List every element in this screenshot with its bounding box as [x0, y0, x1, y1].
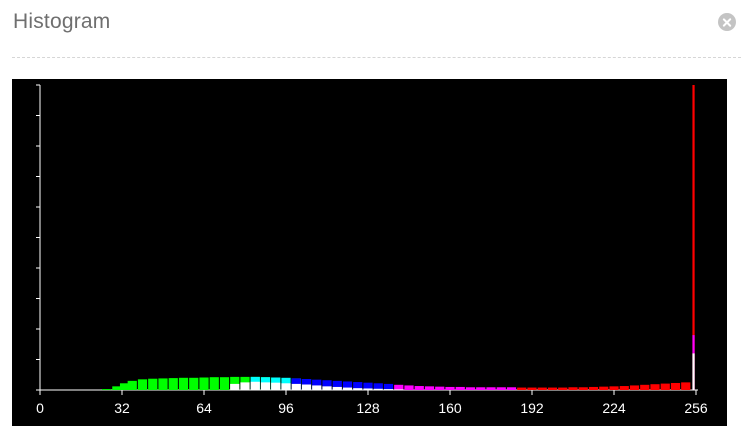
histogram-bar [394, 389, 404, 390]
histogram-bar [260, 382, 271, 390]
x-tick-label: 192 [520, 400, 544, 416]
histogram-bar [332, 380, 342, 390]
histogram-bar [517, 387, 527, 390]
histogram-bar [476, 387, 486, 390]
histogram-bar [670, 382, 681, 390]
histogram-bar [353, 382, 363, 390]
histogram-bar [363, 382, 373, 390]
histogram-bar [496, 387, 506, 390]
histogram-bar [322, 386, 332, 390]
histogram-bar [230, 383, 240, 390]
histogram-bar [219, 377, 230, 390]
histogram-bar [353, 388, 363, 390]
histogram-bar [527, 387, 537, 390]
histogram-bar [568, 387, 578, 390]
histogram-bar [209, 377, 219, 390]
histogram-bar [404, 385, 414, 390]
histogram-bar [112, 386, 122, 390]
histogram-bar [650, 384, 660, 390]
histogram-bar [414, 386, 424, 390]
histogram-bar [609, 386, 619, 390]
histogram-bar [394, 384, 404, 390]
histogram-bar [312, 385, 322, 390]
x-tick-label: 160 [438, 400, 462, 416]
histogram-bar [599, 386, 609, 390]
histogram-bar [640, 384, 650, 390]
close-icon[interactable] [718, 13, 736, 31]
histogram-bar [148, 378, 158, 390]
histogram-bar [240, 382, 250, 390]
histogram-bar [547, 387, 558, 390]
histogram-bar [250, 381, 260, 390]
histogram-bar [342, 387, 353, 390]
histogram-bar [383, 383, 394, 390]
x-tick-label: 256 [684, 400, 708, 416]
x-tick-label: 128 [356, 400, 380, 416]
panel-header: Histogram [0, 0, 741, 48]
histogram-bar [373, 388, 383, 390]
histogram-bar [373, 383, 383, 390]
histogram-bar [363, 388, 373, 390]
histogram-bar [629, 385, 640, 390]
histogram-bar [332, 386, 342, 390]
histogram-bar [578, 387, 588, 390]
histogram-bar [455, 386, 465, 390]
histogram-spike-bar [692, 85, 695, 390]
histogram-bar [383, 389, 394, 390]
panel-title: Histogram [13, 10, 111, 33]
histogram-bar [537, 387, 547, 390]
x-tick-label: 64 [196, 400, 212, 416]
x-tick-label: 224 [602, 400, 626, 416]
histogram-spike-bar [692, 353, 695, 390]
x-tick-label: 0 [36, 400, 44, 416]
histogram-bar [178, 377, 189, 390]
histogram-bar [681, 382, 691, 390]
histogram-bar [281, 383, 291, 390]
histogram-bar [342, 381, 353, 390]
x-tick-label: 32 [114, 400, 130, 416]
histogram-bar [199, 377, 209, 390]
histogram-bar [137, 379, 148, 390]
histogram-bar [102, 389, 112, 390]
header-divider [12, 57, 741, 58]
histogram-bar [168, 378, 178, 390]
histogram-bar [230, 376, 240, 390]
histogram-plot: 0 32 64 96 128 160 192 224 256 [36, 84, 708, 416]
histogram-bar [119, 383, 130, 390]
histogram-bar [271, 382, 281, 390]
histogram-bar [588, 386, 599, 390]
histogram-bar [506, 387, 517, 390]
histogram-bar [312, 379, 322, 390]
x-tick-label: 96 [278, 400, 294, 416]
histogram-bar [322, 380, 332, 390]
histogram-bar [558, 387, 568, 390]
histogram-bar [486, 387, 496, 390]
histogram-bar [424, 386, 435, 390]
histogram-bar [465, 387, 476, 390]
histogram-bar [291, 383, 301, 390]
histogram-bar [445, 386, 455, 390]
histogram-bar [127, 380, 137, 390]
histogram-chart: 0 32 64 96 128 160 192 224 256 [12, 79, 727, 426]
histogram-bar [189, 377, 199, 390]
histogram-bar [158, 378, 168, 390]
histogram-bar [660, 383, 670, 390]
histogram-bar [619, 386, 629, 390]
histogram-bar [435, 386, 445, 390]
histogram-bar [301, 384, 312, 390]
